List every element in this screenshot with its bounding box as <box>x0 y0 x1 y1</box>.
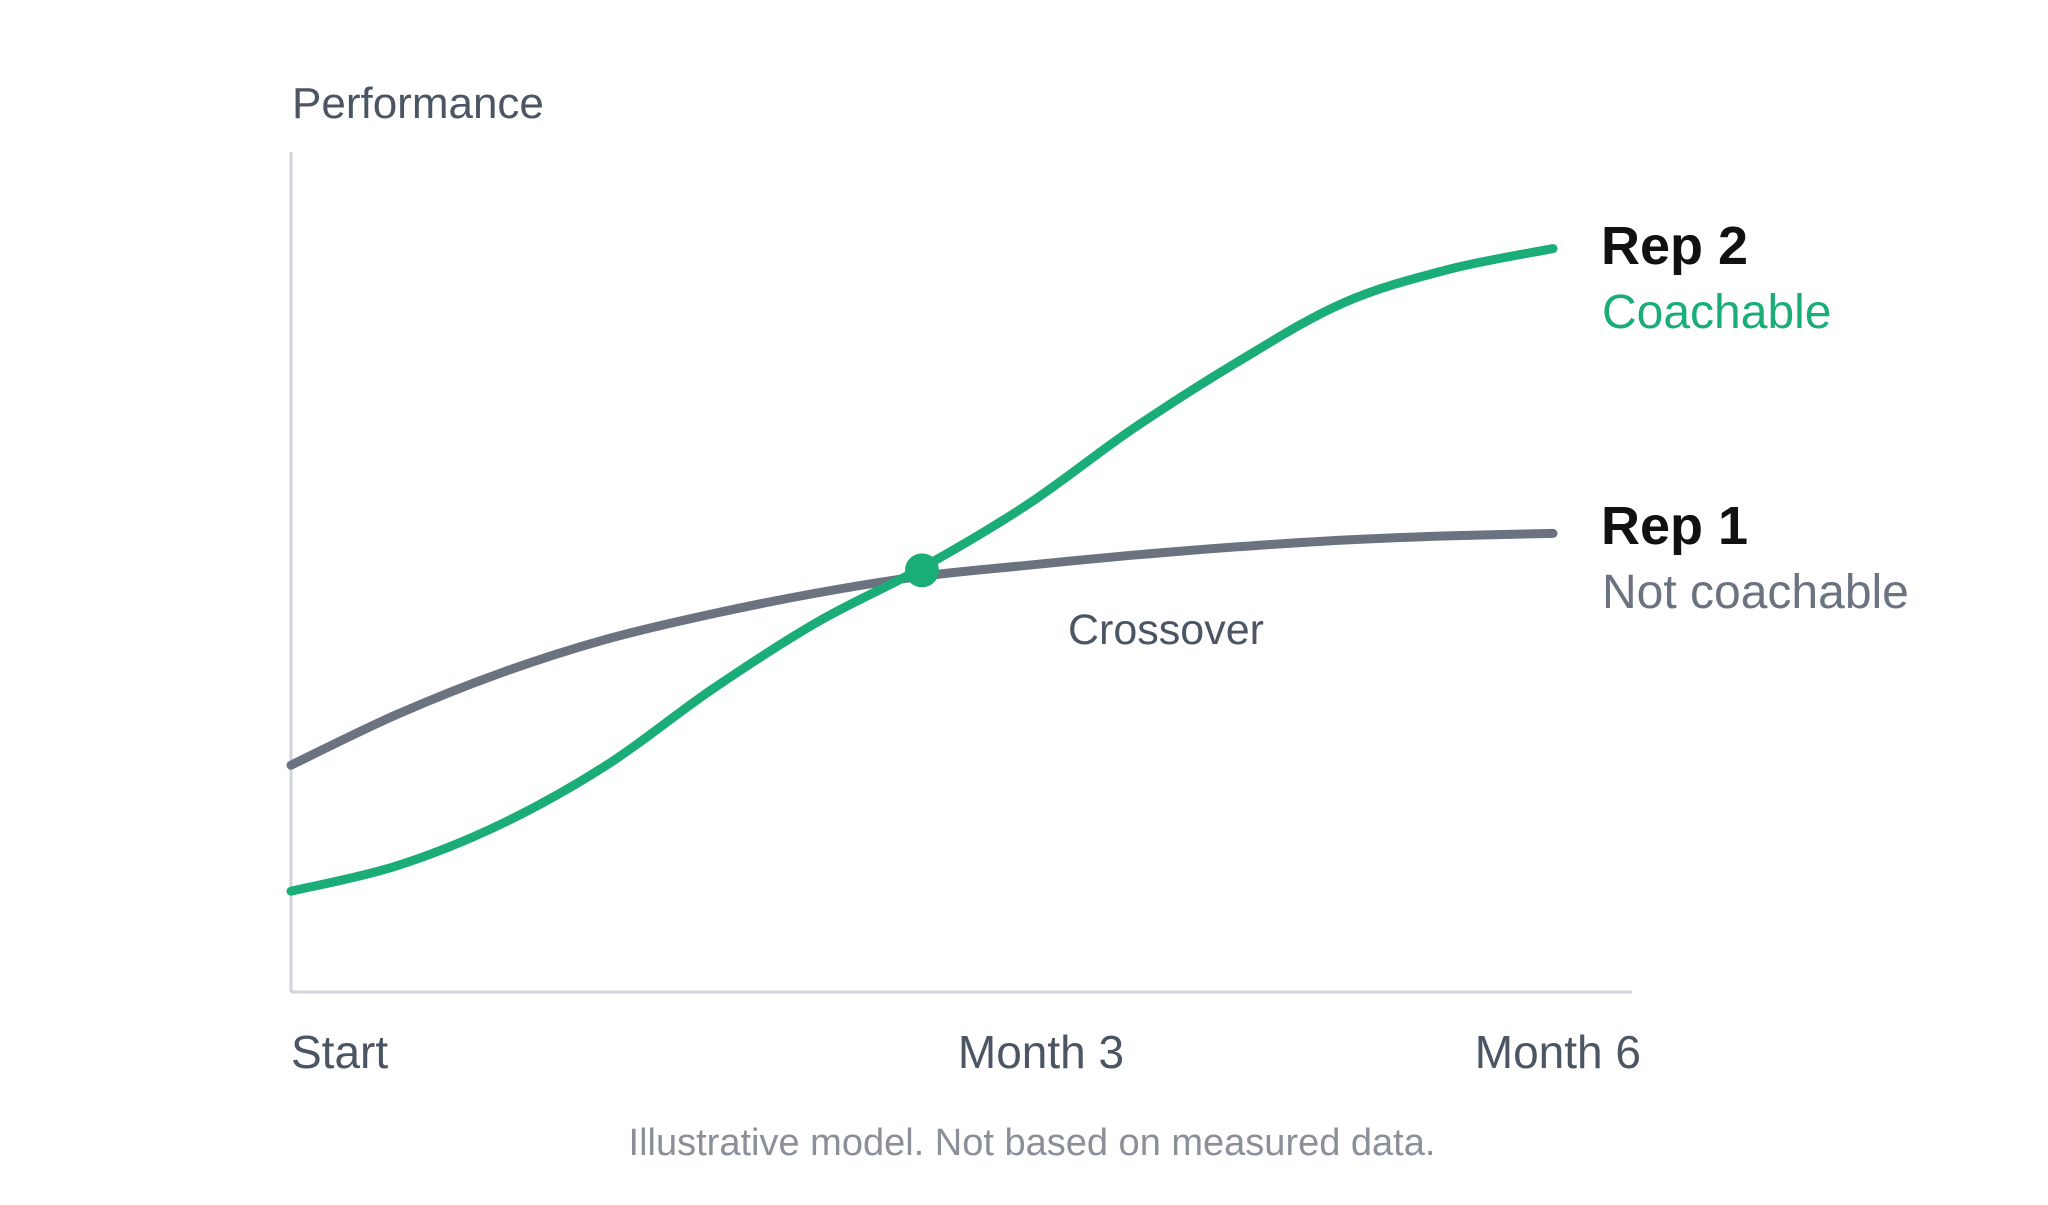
crossover-marker <box>905 553 939 588</box>
y-axis-title: Performance <box>292 79 544 128</box>
x-tick-label-start: Start <box>291 1026 388 1078</box>
series-sublabel-not-coachable: Not coachable <box>1602 566 1909 619</box>
series-sublabel-coachable: Coachable <box>1602 286 1832 339</box>
series-label-rep-2: Rep 2 <box>1601 216 1748 276</box>
series-label-rep-1: Rep 1 <box>1601 496 1748 556</box>
footnote: Illustrative model. Not based on measure… <box>629 1122 1436 1164</box>
x-tick-label-month-3: Month 3 <box>958 1026 1124 1078</box>
crossover-label: Crossover <box>1068 606 1264 654</box>
x-tick-label-month-6: Month 6 <box>1475 1026 1641 1078</box>
